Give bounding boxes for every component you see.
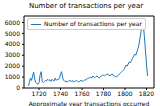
svg-text:1780: 1780 [96, 90, 111, 97]
svg-text:3000: 3000 [8, 51, 20, 58]
svg-text:1800: 1800 [117, 90, 132, 97]
svg-text:1000: 1000 [8, 73, 20, 80]
html-text:Number of transactions per yea: Number of transactions per year [28, 2, 144, 10]
svg-text:1820: 1820 [139, 90, 152, 97]
svg-text:1720: 1720 [31, 90, 46, 97]
html-text:Number of transactions per yea: Number of transactions per year [44, 20, 142, 27]
svg-text:1760: 1760 [74, 90, 89, 97]
svg-text:1740: 1740 [53, 90, 68, 97]
svg-text:0: 0 [16, 84, 20, 91]
svg-text:4000: 4000 [8, 40, 20, 47]
svg-text:2000: 2000 [8, 62, 20, 69]
svg-text:6000: 6000 [8, 19, 20, 26]
svg-text:5000: 5000 [8, 30, 20, 37]
svg-text:Approximate year transactions: Approximate year transactions occurred [29, 100, 150, 106]
